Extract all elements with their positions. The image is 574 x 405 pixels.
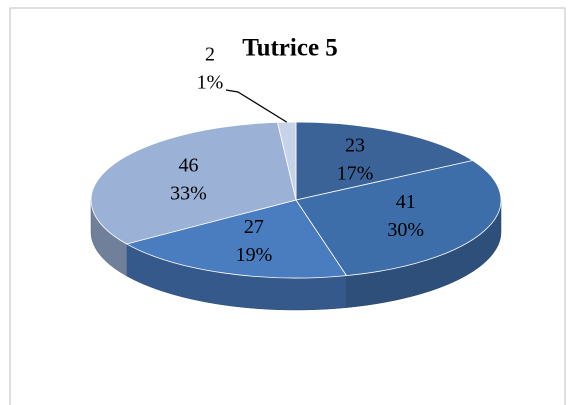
data-label-value: 2 bbox=[205, 44, 215, 66]
pie-slice bbox=[125, 199, 348, 279]
data-label-value: 46 bbox=[178, 154, 198, 176]
data-label-value: 41 bbox=[396, 191, 416, 213]
data-label-percent: 19% bbox=[236, 244, 273, 266]
data-label-value: 27 bbox=[244, 216, 264, 238]
data-label-percent: 30% bbox=[387, 219, 424, 241]
data-label-percent: 33% bbox=[170, 182, 207, 204]
pie-slice bbox=[90, 121, 297, 245]
data-label-value: 23 bbox=[345, 134, 365, 156]
chart-border bbox=[9, 7, 566, 405]
leader-line bbox=[225, 89, 288, 123]
chart-title: Tutrice 5 bbox=[242, 35, 338, 62]
data-label-percent: 1% bbox=[197, 72, 224, 94]
pie-slice bbox=[276, 121, 297, 201]
pie-tops bbox=[90, 121, 502, 279]
pie-slice bbox=[295, 121, 474, 201]
data-label-percent: 17% bbox=[337, 162, 374, 184]
pie-slice bbox=[295, 160, 502, 277]
